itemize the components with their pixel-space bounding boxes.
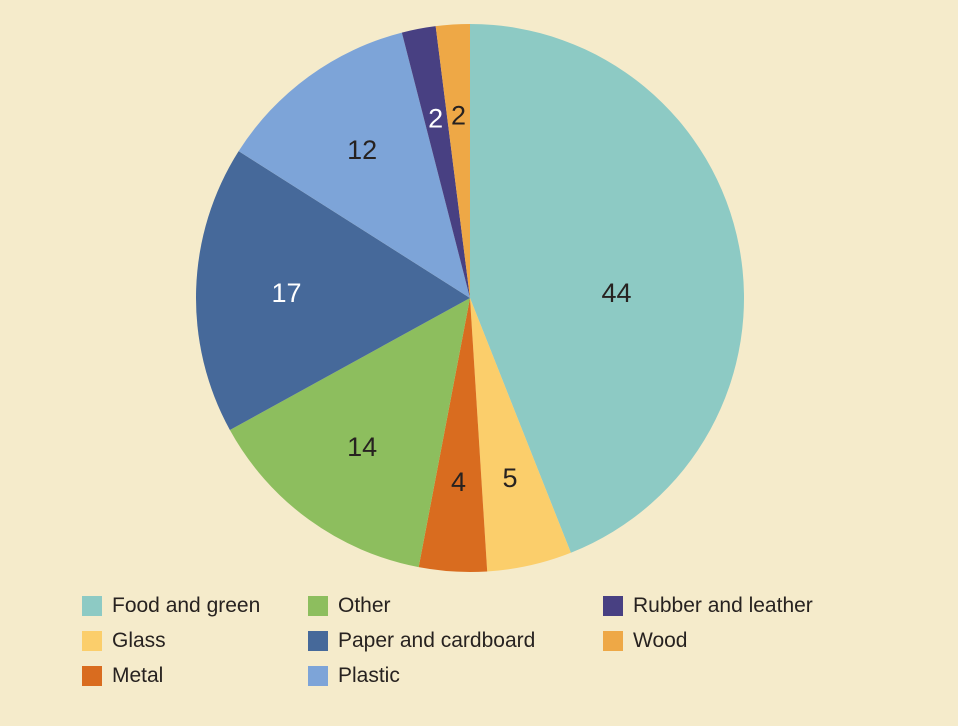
pie-value-label-glass: 5 [502, 463, 517, 493]
legend-label-glass: Glass [112, 629, 166, 652]
pie-slice-glass [470, 298, 571, 572]
legend-label-food-and-green: Food and green [112, 594, 261, 617]
legend-label-plastic: Plastic [338, 664, 400, 687]
legend-item-wood: Wood [603, 629, 813, 652]
legend-item-rubber-and-leather: Rubber and leather [603, 594, 813, 617]
legend-label-metal: Metal [112, 664, 164, 687]
legend-item-glass: Glass [82, 629, 308, 652]
pie-slice-metal [418, 298, 488, 573]
legend-swatch-paper-and-cardboard [308, 631, 328, 651]
legend-label-wood: Wood [633, 629, 688, 652]
pie-slice-rubber-and-leather [401, 26, 470, 298]
legend-label-other: Other [338, 594, 391, 617]
legend-swatch-other [308, 596, 328, 616]
legend-item-paper-and-cardboard: Paper and cardboard [308, 629, 603, 652]
legend-item-metal: Metal [82, 664, 308, 687]
pie-slice-wood [435, 24, 470, 298]
legend-label-rubber-and-leather: Rubber and leather [633, 594, 813, 617]
pie-value-label-rubber-and-leather: 2 [428, 103, 443, 133]
pie-slice-paper-and-cardboard [195, 151, 470, 430]
legend-swatch-food-and-green [82, 596, 102, 616]
legend-swatch-rubber-and-leather [603, 596, 623, 616]
legend-item-food-and-green: Food and green [82, 594, 308, 617]
legend-item-other: Other [308, 594, 603, 617]
legend-label-paper-and-cardboard: Paper and cardboard [338, 629, 536, 652]
pie-slice-other [229, 298, 470, 568]
legend-swatch-wood [603, 631, 623, 651]
legend-swatch-plastic [308, 666, 328, 686]
pie-value-label-wood: 2 [451, 101, 466, 131]
pie-value-label-paper-and-cardboard: 17 [271, 278, 301, 308]
pie-slice-plastic [238, 32, 470, 299]
pie-slice-food-and-green [470, 24, 745, 553]
legend: Food and green Other Rubber and leather Gla… [82, 594, 813, 687]
pie-value-label-food-and-green: 44 [601, 278, 631, 308]
legend-item-plastic: Plastic [308, 664, 603, 687]
pie-value-label-metal: 4 [451, 467, 466, 497]
legend-swatch-metal [82, 666, 102, 686]
pie-value-label-plastic: 12 [347, 135, 377, 165]
legend-swatch-glass [82, 631, 102, 651]
pie-value-label-other: 14 [347, 432, 377, 462]
